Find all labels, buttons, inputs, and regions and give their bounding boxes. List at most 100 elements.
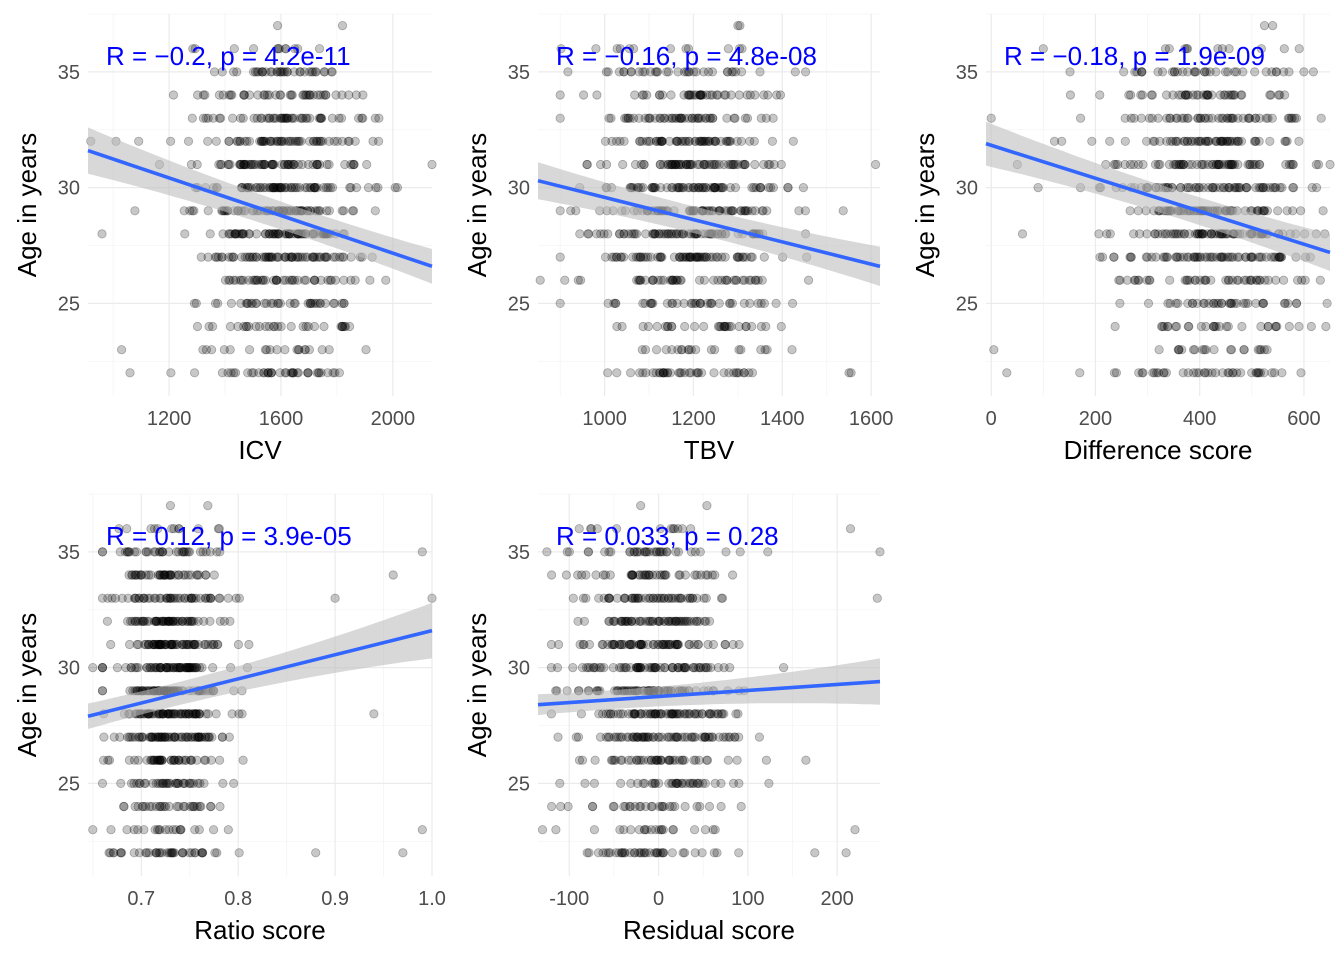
data-point	[638, 298, 648, 308]
data-point	[316, 113, 327, 123]
stat-annotation: R = 0.12, p = 3.9e-05	[106, 521, 352, 551]
data-point	[234, 709, 244, 719]
data-point	[1254, 368, 1264, 378]
data-point	[679, 67, 690, 77]
data-point	[724, 368, 734, 378]
x-tick-label: 0.9	[321, 888, 349, 910]
data-point	[757, 275, 767, 285]
data-point	[313, 90, 323, 100]
data-point	[362, 159, 372, 170]
stat-p: p = 4.8e-08	[685, 41, 817, 71]
data-point	[336, 113, 347, 123]
data-point	[670, 801, 680, 812]
data-point	[634, 113, 644, 123]
data-point	[1227, 298, 1237, 308]
data-point	[652, 321, 662, 332]
data-point	[705, 113, 716, 123]
data-point	[720, 639, 730, 650]
data-point	[741, 206, 752, 216]
data-point	[578, 593, 589, 603]
data-point	[1236, 368, 1246, 378]
data-point	[290, 136, 301, 146]
data-point	[310, 183, 320, 193]
data-point	[631, 252, 641, 262]
data-point	[295, 113, 306, 123]
data-point	[203, 593, 213, 603]
data-point	[125, 368, 135, 378]
data-point	[328, 252, 339, 262]
data-point	[720, 321, 730, 332]
data-point	[1142, 252, 1152, 262]
y-tick-label: 30	[956, 178, 978, 200]
data-point	[1201, 136, 1211, 146]
data-point	[742, 113, 753, 123]
data-point	[645, 709, 656, 719]
data-point	[200, 90, 210, 100]
data-point	[575, 275, 586, 285]
data-point	[1144, 275, 1154, 285]
data-point	[1184, 252, 1194, 262]
data-point	[753, 275, 763, 285]
data-point	[155, 639, 166, 650]
data-point	[683, 183, 693, 193]
data-point	[736, 67, 747, 77]
data-point	[117, 345, 127, 355]
data-point	[1233, 159, 1243, 170]
data-point	[1129, 229, 1139, 239]
data-point	[250, 159, 260, 170]
data-point	[693, 368, 704, 378]
data-point	[1162, 113, 1172, 123]
data-point	[667, 298, 677, 308]
data-point	[1325, 159, 1335, 170]
data-point	[695, 159, 705, 170]
data-point	[704, 616, 715, 626]
data-point	[105, 848, 115, 858]
data-point	[651, 368, 661, 378]
data-point	[1192, 368, 1202, 378]
data-point	[259, 159, 270, 170]
data-point	[664, 616, 675, 626]
data-point	[1254, 183, 1264, 193]
data-point	[189, 206, 199, 216]
data-point	[674, 113, 685, 123]
data-point	[1227, 368, 1238, 378]
data-point	[702, 298, 713, 308]
data-point	[292, 368, 302, 378]
data-point	[667, 159, 677, 170]
data-point	[254, 321, 265, 332]
data-point	[634, 368, 645, 378]
data-point	[632, 275, 642, 285]
data-point	[838, 206, 848, 216]
data-point	[330, 252, 341, 262]
data-point	[266, 159, 276, 170]
data-point	[268, 159, 278, 170]
data-point	[363, 183, 374, 193]
data-point	[627, 616, 637, 626]
data-point	[740, 159, 750, 170]
data-point	[653, 136, 664, 146]
data-point	[212, 848, 222, 858]
data-point	[207, 345, 217, 355]
data-point	[556, 44, 566, 54]
data-point	[1312, 183, 1322, 193]
data-point	[790, 67, 800, 77]
data-point	[251, 252, 261, 262]
data-point	[267, 159, 277, 170]
data-point	[693, 113, 703, 123]
data-point	[293, 136, 303, 146]
data-point	[147, 732, 157, 742]
data-point	[743, 206, 753, 216]
data-point	[224, 136, 234, 146]
data-point	[259, 368, 269, 378]
data-point	[699, 136, 710, 146]
y-tick-label: 25	[58, 773, 80, 795]
data-point	[1217, 298, 1227, 308]
y-tick-label: 30	[508, 658, 530, 680]
data-point	[266, 136, 276, 146]
data-point	[719, 90, 730, 100]
data-point	[612, 44, 622, 54]
data-point	[756, 345, 766, 355]
data-point	[736, 206, 746, 216]
data-point	[720, 252, 730, 262]
data-point	[297, 113, 307, 123]
